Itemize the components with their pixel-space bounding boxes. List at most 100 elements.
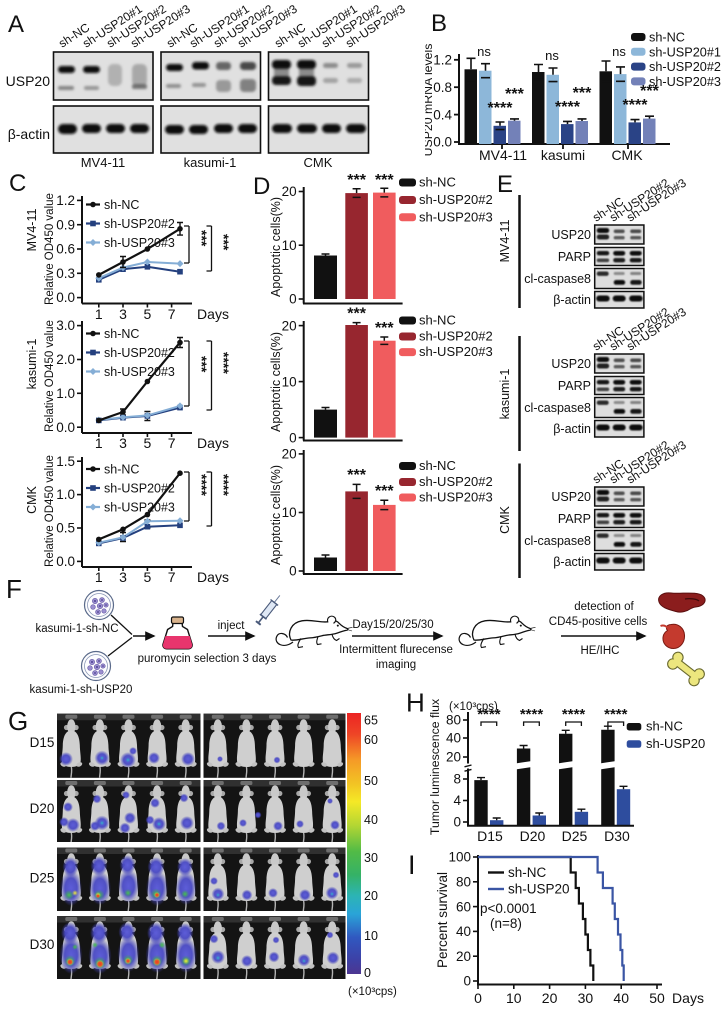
svg-text:5: 5 [144,435,152,451]
svg-text:Apoptotic cells(%): Apoptotic cells(%) [269,465,283,565]
svg-text:1: 1 [95,306,103,322]
svg-text:Relative OD450 value: Relative OD450 value [44,320,56,432]
svg-text:D20: D20 [520,828,546,844]
svg-text:****: **** [194,474,210,496]
svg-text:sh-NC: sh-NC [419,175,456,190]
svg-text:cl-caspase8: cl-caspase8 [524,272,591,286]
svg-text:20: 20 [282,447,297,462]
svg-text:detection of: detection of [574,601,634,613]
svg-text:3: 3 [119,435,127,451]
svg-text:USP20: USP20 [6,73,51,89]
svg-text:sh-USP20#2: sh-USP20#2 [419,192,493,207]
svg-text:USP20: USP20 [551,357,591,371]
svg-text:***: *** [375,320,394,337]
svg-text:****: **** [488,100,514,117]
svg-text:5: 5 [144,306,152,322]
svg-text:kasumi-1: kasumi-1 [184,155,237,170]
svg-text:D: D [253,173,270,200]
svg-text:20: 20 [446,750,461,765]
svg-text:10: 10 [282,238,297,253]
svg-text:Days: Days [197,306,229,322]
svg-text:CD45-positive cells: CD45-positive cells [549,616,648,628]
svg-text:2.0: 2.0 [56,352,75,367]
svg-text:Tumor luminescence flux: Tumor luminescence flux [428,698,442,835]
svg-text:β-actin: β-actin [8,126,50,142]
svg-text:D15: D15 [30,735,55,750]
svg-text:cl-caspase8: cl-caspase8 [524,401,591,415]
svg-text:H: H [406,688,425,718]
svg-text:50: 50 [649,990,665,1006]
svg-text:D30: D30 [30,937,55,952]
svg-text:0: 0 [474,990,482,1006]
svg-text:sh-NC: sh-NC [419,458,456,473]
svg-text:4: 4 [453,793,461,808]
svg-text:kasumi-1: kasumi-1 [498,369,512,420]
svg-text:sh-NC: sh-NC [104,198,139,212]
svg-text:Day15/20/25/30: Day15/20/25/30 [352,619,433,631]
svg-text:MV4-11: MV4-11 [25,209,39,252]
svg-text:50: 50 [364,774,378,788]
svg-text:1.5: 1.5 [56,454,75,469]
svg-text:USP20 mRNA levels: USP20 mRNA levels [425,44,435,157]
svg-text:inject: inject [218,620,246,632]
svg-text:40: 40 [456,924,471,939]
svg-text:100: 100 [448,850,471,865]
svg-text:10: 10 [506,990,522,1006]
svg-text:0.0: 0.0 [56,420,75,435]
svg-text:sh-USP20#2: sh-USP20#2 [649,60,721,74]
svg-text:sh-USP20: sh-USP20 [646,736,705,751]
svg-text:Days: Days [197,569,229,585]
svg-text:β-actin: β-actin [553,555,591,569]
svg-text:****: **** [623,97,649,114]
svg-text:D20: D20 [30,801,55,816]
svg-text:D25: D25 [30,871,55,886]
svg-text:kasumi-1: kasumi-1 [25,339,39,390]
svg-text:kasumi-1-sh-USP20: kasumi-1-sh-USP20 [30,684,133,696]
svg-text:MV4-11: MV4-11 [479,147,527,163]
svg-text:PARP: PARP [558,250,591,264]
svg-text:30: 30 [578,990,594,1006]
svg-text:sh-USP20#2: sh-USP20#2 [419,329,493,344]
svg-text:PARP: PARP [558,512,591,526]
svg-text:1.0: 1.0 [56,487,75,502]
svg-text:1: 1 [95,435,103,451]
svg-text:D25: D25 [562,828,588,844]
svg-text:F: F [6,574,22,604]
svg-text:20: 20 [364,889,378,903]
svg-text:***: *** [216,234,232,251]
svg-text:Days: Days [197,435,229,451]
svg-text:sh-NC: sh-NC [649,31,685,45]
svg-text:sh-USP20#3: sh-USP20#3 [419,490,493,505]
svg-text:***: *** [194,230,210,247]
svg-text:B: B [431,10,447,37]
svg-text:5: 5 [144,569,152,585]
svg-text:puromycin selection 3 days: puromycin selection 3 days [138,653,277,665]
svg-text:40: 40 [446,731,461,746]
svg-text:60: 60 [364,733,378,747]
svg-text:Days: Days [672,990,704,1006]
svg-text:10: 10 [282,505,297,520]
svg-text:***: *** [347,306,366,323]
svg-text:1.0: 1.0 [56,386,75,401]
svg-text:0.8: 0.8 [433,80,452,95]
svg-text:kasumi: kasumi [541,147,585,163]
svg-text:0.0: 0.0 [433,135,452,150]
svg-text:Apoptotic cells(%): Apoptotic cells(%) [269,197,283,297]
svg-text:sh-NC: sh-NC [419,313,456,328]
svg-text:0.0: 0.0 [56,290,75,305]
svg-text:MV4-11: MV4-11 [81,155,126,170]
svg-text:***: *** [573,85,592,102]
svg-text:****: **** [555,99,581,116]
svg-text:60: 60 [456,899,471,914]
svg-text:E: E [497,171,513,198]
svg-text:Apoptotic cells(%): Apoptotic cells(%) [269,332,283,432]
svg-text:65: 65 [364,714,378,728]
svg-text:CMK: CMK [498,505,512,533]
svg-text:sh-USP20#3: sh-USP20#3 [104,365,175,379]
svg-text:sh-USP20#2: sh-USP20#2 [104,217,175,231]
svg-text:Relative OD450 value: Relative OD450 value [44,455,56,567]
svg-text:sh-NC: sh-NC [646,719,683,734]
svg-text:sh-USP20#3: sh-USP20#3 [104,501,175,515]
svg-text:CMK: CMK [611,147,643,163]
svg-text:0.6: 0.6 [56,242,75,257]
